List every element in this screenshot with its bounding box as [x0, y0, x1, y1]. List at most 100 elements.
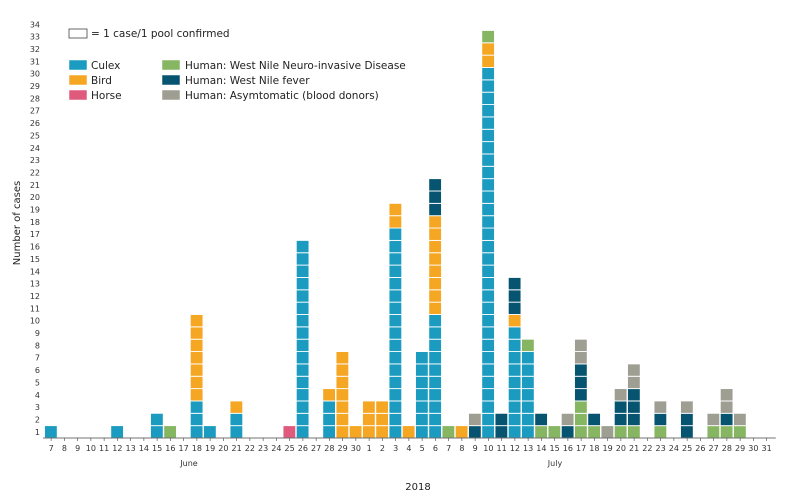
bar-block-culex: [481, 104, 495, 118]
bar-block-culex: [521, 412, 535, 427]
bar-block-culex: [388, 227, 403, 241]
bar-block-culex: [229, 412, 244, 427]
bar-block-bird: [428, 215, 442, 229]
y-tick-label: 34: [30, 20, 40, 29]
bar-block-human-west-nile-neuro-invasive-disease: [733, 425, 747, 439]
bar-block-human-asymtomatic-blood-donors: [600, 425, 615, 439]
bar-block-culex: [295, 277, 310, 291]
bar-block-culex: [521, 375, 535, 390]
bar-block-bird: [428, 301, 442, 315]
bar-block-human-west-nile-fever: [468, 425, 482, 439]
x-tick-label: 21: [232, 444, 242, 453]
bar-block-bird: [362, 400, 376, 414]
bar-block-human-west-nile-fever: [574, 388, 588, 402]
bar-block-culex: [322, 400, 336, 414]
y-tick-label: 8: [35, 341, 40, 350]
bar-block-culex: [295, 239, 310, 254]
y-tick-label: 19: [30, 206, 40, 215]
bar-block-culex: [150, 425, 164, 439]
x-tick-label: 2: [380, 444, 385, 453]
bar-block-culex: [481, 351, 495, 365]
bar-block-human-asymtomatic-blood-donors: [733, 412, 747, 427]
bar-block-human-west-nile-neuro-invasive-disease: [574, 425, 588, 439]
bar-block-culex: [481, 165, 495, 180]
bar-block-human-west-nile-fever: [574, 375, 588, 390]
x-tick-label: 1: [367, 444, 372, 453]
legend-swatch-neuroinvasive: [161, 59, 181, 71]
x-tick-label: 7: [446, 444, 451, 453]
bar-block-culex: [415, 351, 429, 365]
bar-block-bird: [481, 42, 495, 56]
x-tick-label: 28: [324, 444, 334, 453]
bar-block-human-west-nile-neuro-invasive-disease: [481, 30, 495, 44]
bar-block-bird: [189, 326, 204, 340]
bar-block-culex: [481, 227, 495, 241]
bar-block-culex: [295, 252, 310, 266]
legend-swatch-horse: [68, 89, 88, 101]
bar-block-human-west-nile-fever: [653, 412, 668, 427]
bar-block-bird: [428, 239, 442, 254]
y-tick-label: 22: [30, 168, 40, 177]
x-tick-label: 23: [656, 444, 666, 453]
x-tick-label: 31: [762, 444, 772, 453]
bar-block-culex: [481, 425, 495, 439]
bar-block-culex: [415, 388, 429, 402]
bar-block-bird: [375, 412, 389, 427]
bar-block-human-west-nile-neuro-invasive-disease: [574, 400, 588, 414]
x-tick-label: 13: [523, 444, 533, 453]
bar-block-culex: [507, 388, 522, 402]
bar-block-culex: [481, 301, 495, 315]
bar-block-culex: [322, 412, 336, 427]
bar-block-bird: [428, 227, 442, 241]
x-tick-label: 29: [338, 444, 348, 453]
y-tick-label: 4: [35, 391, 40, 400]
bar-block-culex: [507, 425, 522, 439]
y-tick-label: 2: [35, 415, 40, 424]
bar-block-culex: [415, 363, 429, 377]
x-tick-label: 14: [139, 444, 149, 453]
legend-label-bird: Bird: [91, 75, 112, 87]
bar-block-human-asymtomatic-blood-donors: [719, 388, 734, 402]
bar-block-bird: [481, 54, 495, 68]
bar-block-culex: [428, 412, 442, 427]
bar-block-bird: [375, 425, 389, 439]
bar-block-bird: [375, 400, 389, 414]
bar-block-bird: [189, 338, 204, 353]
bar-block-culex: [428, 351, 442, 365]
bar-block-culex: [481, 338, 495, 353]
bar-block-culex: [481, 215, 495, 229]
bar-block-human-west-nile-neuro-invasive-disease: [521, 338, 535, 353]
bar-block-human-west-nile-neuro-invasive-disease: [547, 425, 562, 439]
bar-block-human-west-nile-fever: [587, 412, 601, 427]
bar-block-culex: [507, 338, 522, 353]
x-tick-label: 16: [165, 444, 175, 453]
y-tick-label: 9: [35, 329, 40, 338]
x-tick-label: 8: [62, 444, 67, 453]
bar-block-bird: [428, 264, 442, 278]
x-tick-label: 14: [536, 444, 546, 453]
x-tick-label: 10: [483, 444, 493, 453]
bar-block-culex: [481, 153, 495, 167]
bar-block-human-asymtomatic-blood-donors: [680, 400, 694, 414]
bar-block-human-asymtomatic-blood-donors: [627, 363, 641, 377]
legend-swatch-asymptomatic: [161, 89, 181, 101]
bar-block-human-west-nile-fever: [507, 277, 522, 291]
x-axis: 7 8 9 10 11 12 13 14 15 16 17 18 19 20 21 22 23 24 25 26 27 2…: [43, 437, 776, 453]
bar-block-human-west-nile-fever: [719, 412, 734, 427]
y-tick-label: 14: [30, 267, 40, 276]
y-tick-label: 3: [35, 403, 40, 412]
bar-block-bird: [335, 375, 350, 390]
x-tick-label: 17: [576, 444, 586, 453]
y-tick-label: 15: [30, 255, 40, 264]
bar-block-culex: [388, 277, 403, 291]
bar-block-culex: [295, 301, 310, 315]
bar-block-human-west-nile-fever: [680, 412, 694, 427]
bar-block-bird: [335, 425, 350, 439]
bar-block-human-asymtomatic-blood-donors: [560, 412, 575, 427]
legend-label-wn-fever: Human: West Nile fever: [185, 75, 310, 87]
y-tick-label: 5: [35, 378, 40, 387]
bar-block-human-asymtomatic-blood-donors: [706, 412, 721, 427]
bar-block-human-west-nile-neuro-invasive-disease: [534, 425, 548, 439]
bar-block-culex: [507, 351, 522, 365]
